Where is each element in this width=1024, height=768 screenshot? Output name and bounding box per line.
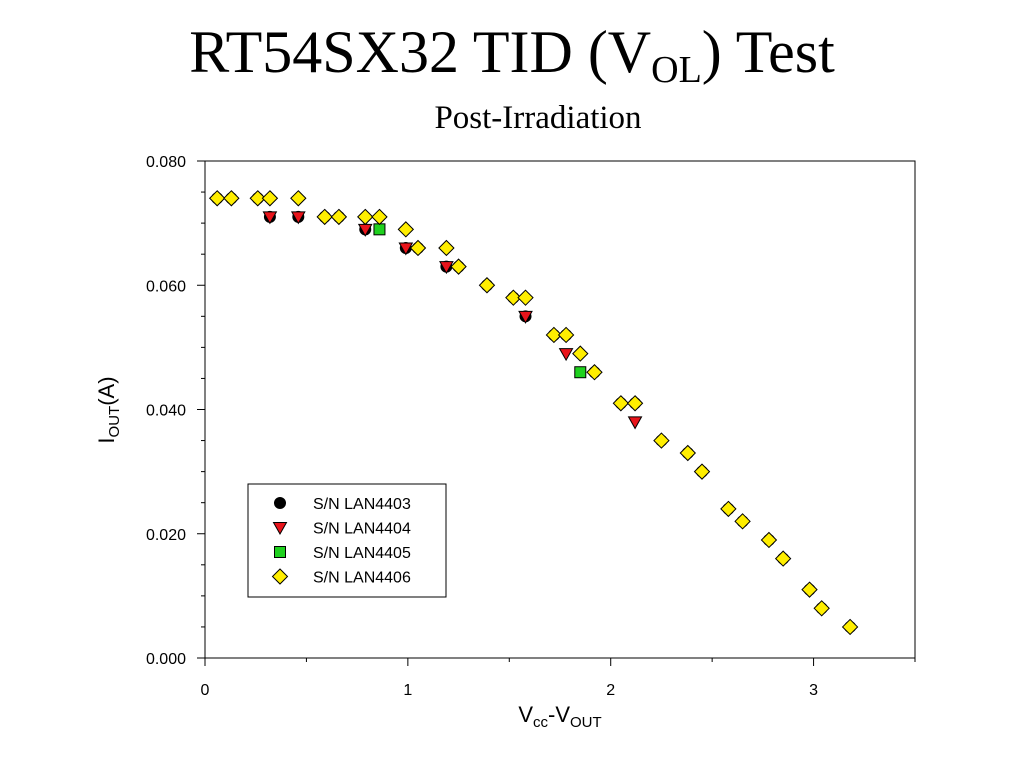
x-axis-label: Vcc-VOUT [518,702,601,731]
data-point [208,190,226,207]
legend-marker [274,546,286,558]
legend-marker [271,568,289,585]
legend-label: S/N LAN4403 [313,496,411,513]
data-point [518,310,533,324]
data-point [572,345,589,362]
data-point [586,364,603,381]
data-point [574,366,587,379]
y-tick-label: 0.040 [146,403,186,420]
data-point [249,190,266,207]
data-point [409,239,427,257]
data-points [208,190,859,636]
data-point [545,326,563,344]
data-point [627,416,643,430]
data-point [223,190,240,207]
y-tick-label: 0.000 [146,651,186,668]
slide-title: RT54SX32 TID (VOL) Test [189,19,835,91]
data-point [450,258,467,275]
y-tick-label: 0.080 [146,154,186,171]
x-tick-label: 2 [606,682,615,699]
legend-label: S/N LAN4406 [313,570,411,587]
x-tick-label: 3 [809,682,818,699]
data-point [813,600,830,617]
data-point [439,261,454,275]
series-s-n-lan4406 [208,190,859,636]
data-point [290,190,307,207]
legend-label: S/N LAN4404 [313,521,411,538]
data-point [316,208,333,226]
data-point [397,221,415,238]
data-point [693,463,711,480]
data-point [720,500,737,518]
data-point [438,239,455,257]
data-point [841,618,859,636]
data-point [774,550,792,567]
data-point [373,223,386,236]
data-point [478,277,496,294]
axis-ticks [197,160,916,666]
data-point [290,211,306,225]
data-point [330,208,348,226]
y-tick-label: 0.060 [146,278,186,295]
data-point [653,432,670,449]
tick-labels: 0 1 2 3 0.000 0.020 0.040 0.060 0.080 [146,154,818,699]
x-tick-label: 0 [201,682,210,699]
data-point [517,289,534,306]
data-point [801,581,818,598]
data-point [261,190,279,207]
data-point [398,242,414,256]
data-point [760,531,778,549]
data-point [357,208,374,226]
data-point [679,444,697,462]
data-point [371,208,388,226]
plot-frame [204,160,916,659]
y-axis-label: IOUT(A) [94,376,123,443]
series-s-n-lan4404 [262,211,643,430]
legend: S/N LAN4403 S/N LAN4404 S/N LAN4405 S/N LAN… [247,483,447,598]
y-tick-label: 0.020 [146,527,186,544]
legend-marker [272,522,288,536]
data-point [262,211,278,225]
data-point [734,513,751,530]
data-point [612,395,630,412]
data-point [626,395,644,412]
slide-subtitle: Post-Irradiation [434,100,642,136]
data-point [505,289,522,306]
data-point [557,326,575,344]
legend-marker [274,497,286,509]
data-point [558,348,574,362]
legend-label: S/N LAN4405 [313,545,411,562]
x-tick-label: 1 [403,682,412,699]
